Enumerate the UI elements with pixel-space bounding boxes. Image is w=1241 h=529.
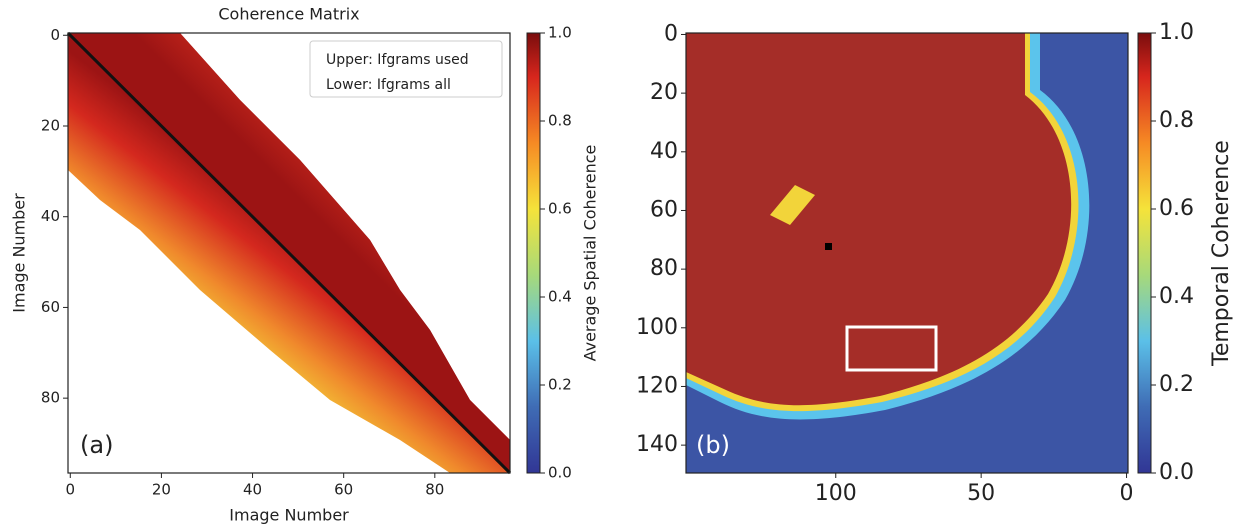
- panel-label: (a): [80, 431, 113, 459]
- y-axis-label: Image Number: [10, 193, 29, 313]
- y-tick-label: 40: [650, 139, 678, 164]
- x-axis-label: Image Number: [229, 506, 349, 525]
- y-tick-label: 60: [41, 298, 60, 316]
- x-tick-label: 100: [815, 481, 857, 506]
- colorbar-tick-label: 0.6: [1159, 196, 1194, 221]
- colorbar-tick-label: 0.0: [548, 464, 572, 482]
- y-tick-label: 100: [636, 315, 678, 340]
- colorbar-tick-label: 0.8: [1159, 108, 1194, 133]
- y-tick-label: 40: [41, 207, 60, 225]
- plot-frame: [67, 32, 511, 474]
- x-tick-label: 80: [425, 481, 444, 499]
- y-tick-label: 20: [41, 116, 60, 134]
- colorbar-tick-label: 0.4: [548, 288, 572, 306]
- y-tick-label: 60: [650, 197, 678, 222]
- colorbar: [526, 32, 541, 474]
- y-tick-label: 80: [650, 256, 678, 281]
- y-tick-label: 0: [664, 21, 678, 46]
- colorbar-tick-label: 0.2: [548, 376, 572, 394]
- colorbar-tick-label: 1.0: [1159, 20, 1194, 45]
- legend-box: [309, 40, 503, 98]
- colorbar-label: Temporal Coherence: [1209, 140, 1234, 367]
- matrix-image: [66, 31, 512, 475]
- plot-frame: [685, 32, 1129, 474]
- y-tick-label: 0: [50, 26, 60, 44]
- legend-entry: Upper: Ifgrams used: [326, 52, 469, 68]
- colorbar: [1137, 32, 1152, 474]
- x-tick-label: 50: [967, 481, 995, 506]
- colorbar-label: Average Spatial Coherence: [581, 145, 600, 362]
- y-tick-label: 80: [41, 389, 60, 407]
- colorbar-tick-label: 0.0: [1159, 460, 1194, 485]
- x-tick-label: 40: [243, 481, 262, 499]
- y-tick-label: 120: [636, 373, 678, 398]
- panel-label: (b): [696, 431, 730, 459]
- coherence-map: [686, 33, 1128, 473]
- y-tick-label: 20: [650, 80, 678, 105]
- colorbar-tick-label: 1.0: [548, 24, 572, 42]
- y-tick-label: 140: [636, 432, 678, 457]
- colorbar-tick-label: 0.6: [548, 200, 572, 218]
- chart-title: Coherence Matrix: [218, 5, 359, 24]
- colorbar-tick-label: 0.4: [1159, 284, 1194, 309]
- x-tick-label: 0: [1120, 481, 1134, 506]
- x-tick-label: 0: [66, 481, 76, 499]
- legend-entry: Lower: Ifgrams all: [326, 77, 451, 93]
- colorbar-tick-label: 0.8: [548, 112, 572, 130]
- x-tick-label: 60: [334, 481, 353, 499]
- colorbar-tick-label: 0.2: [1159, 372, 1194, 397]
- x-tick-label: 20: [152, 481, 171, 499]
